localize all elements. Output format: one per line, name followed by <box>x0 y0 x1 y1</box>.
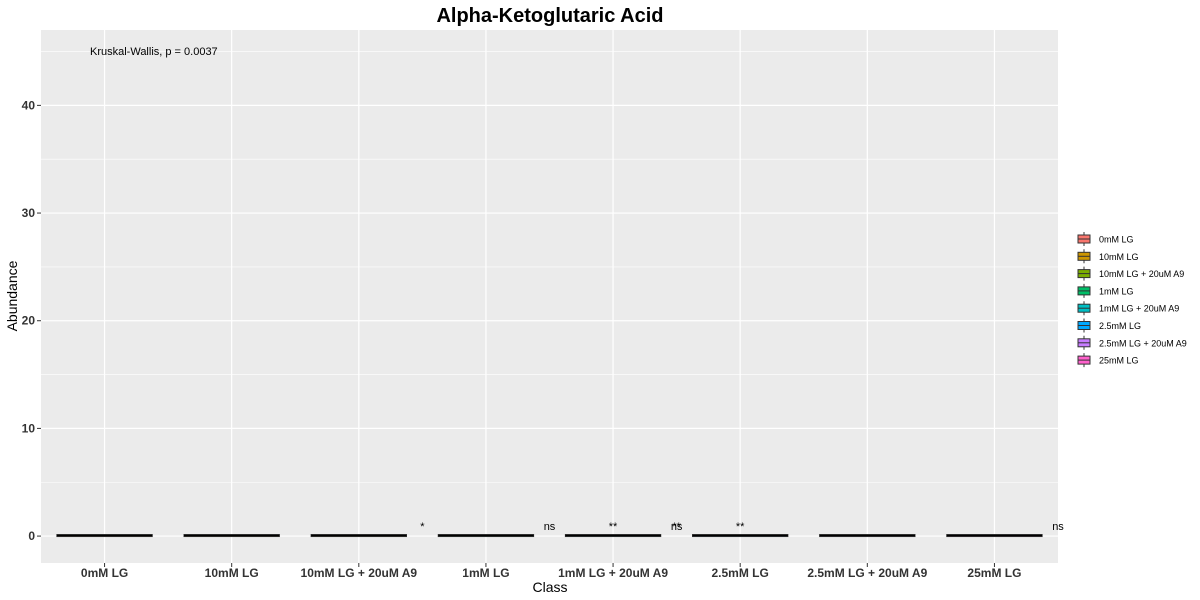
legend-label: 1mM LG + 20uM A9 <box>1099 304 1179 314</box>
significance-label: ns <box>1052 521 1064 533</box>
legend-label: 25mM LG <box>1099 356 1139 366</box>
significance-label: ns <box>671 521 683 533</box>
legend-item: 10mM LG <box>1077 249 1139 264</box>
x-tick-label: 0mM LG <box>81 566 128 580</box>
legend: 0mM LG 10mM LG 10mM LG + 20uM A9 1mM LG 1mM … <box>1077 232 1187 368</box>
y-axis: 0 10 20 30 40 <box>22 98 41 543</box>
x-tick-label: 2.5mM LG + 20uM A9 <box>807 566 927 580</box>
legend-item: 10mM LG + 20uM A9 <box>1077 266 1184 281</box>
x-tick-label: 1mM LG <box>462 566 509 580</box>
y-tick-label: 0 <box>28 529 35 543</box>
legend-label: 1mM LG <box>1099 286 1134 296</box>
chart-title: Alpha-Ketoglutaric Acid <box>436 5 663 27</box>
plot-panel <box>41 30 1058 563</box>
legend-label: 10mM LG + 20uM A9 <box>1099 269 1184 279</box>
legend-item: 0mM LG <box>1077 232 1134 246</box>
y-tick-label: 40 <box>22 98 36 112</box>
legend-item: 1mM LG <box>1077 283 1134 298</box>
legend-item: 25mM LG <box>1077 353 1139 368</box>
x-tick-label: 1mM LG + 20uM A9 <box>558 566 668 580</box>
legend-label: 2.5mM LG <box>1099 321 1141 331</box>
significance-label: ** <box>736 521 745 533</box>
y-tick-label: 10 <box>22 421 36 435</box>
legend-label: 0mM LG <box>1099 235 1134 245</box>
x-axis: 0mM LG 10mM LG 10mM LG + 20uM A9 1mM LG 1mM … <box>81 563 1021 580</box>
significance-label: ** <box>672 521 681 533</box>
y-tick-label: 20 <box>22 314 36 328</box>
x-tick-label: 10mM LG + 20uM A9 <box>301 566 418 580</box>
boxes <box>56 534 1043 538</box>
legend-item: 1mM LG + 20uM A9 <box>1077 301 1179 316</box>
legend-item: 2.5mM LG <box>1077 318 1141 333</box>
legend-label: 2.5mM LG + 20uM A9 <box>1099 338 1187 348</box>
x-tick-label: 10mM LG <box>205 566 259 580</box>
x-axis-title: Class <box>532 579 567 595</box>
legend-item: 2.5mM LG + 20uM A9 <box>1077 335 1187 350</box>
test-label: Kruskal-Wallis, p = 0.0037 <box>90 46 218 58</box>
significance-label: * <box>420 521 425 533</box>
x-tick-label: 2.5mM LG <box>712 566 769 580</box>
y-axis-title: Abundance <box>4 260 20 331</box>
significance-label: ** <box>609 521 618 533</box>
y-tick-label: 30 <box>22 206 36 220</box>
significance-annotations: * ns ** ns** ** ns <box>420 521 1064 533</box>
legend-label: 10mM LG <box>1099 252 1139 262</box>
significance-label: ns <box>544 521 556 533</box>
x-tick-label: 25mM LG <box>967 566 1021 580</box>
